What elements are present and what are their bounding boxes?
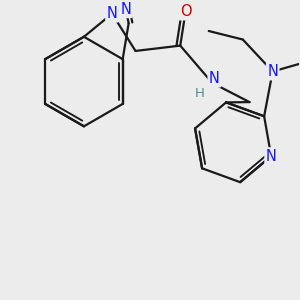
- Text: H: H: [194, 87, 204, 100]
- Text: N: N: [209, 71, 220, 86]
- Text: N: N: [267, 64, 278, 79]
- Text: N: N: [106, 6, 118, 21]
- Text: N: N: [120, 2, 131, 17]
- Text: N: N: [266, 148, 277, 164]
- Text: O: O: [180, 4, 191, 19]
